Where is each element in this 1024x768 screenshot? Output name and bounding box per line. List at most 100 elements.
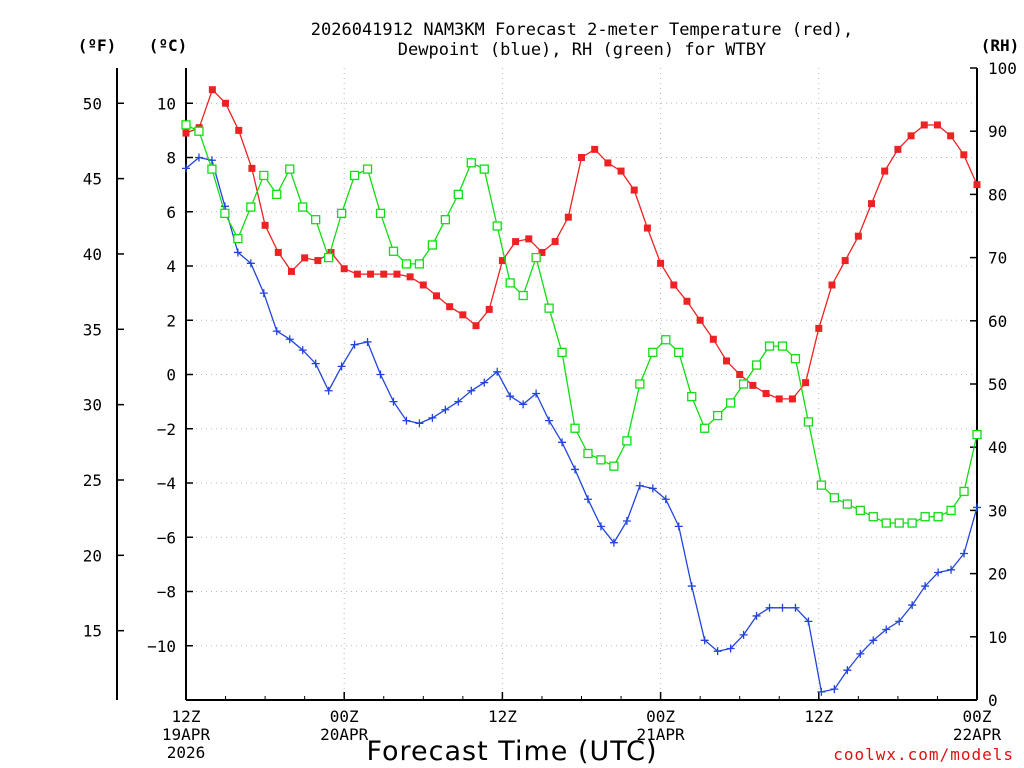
temperature-point <box>696 316 704 324</box>
dewpoint-point <box>960 549 969 558</box>
rh-point <box>544 303 554 313</box>
celsius-unit-label: (ºC) <box>149 36 188 55</box>
fahrenheit-tick-label: 50 <box>83 94 102 113</box>
rh-point <box>713 410 723 421</box>
chart-title-line2: Dewpoint (blue), RH (green) for WTBY <box>398 40 766 60</box>
rh-tick-label: 40 <box>988 438 1007 457</box>
temperature-point <box>960 151 968 159</box>
dewpoint-point <box>298 346 307 355</box>
dewpoint-point <box>713 647 722 656</box>
dewpoint-point <box>947 565 956 574</box>
temperature-point <box>630 186 638 194</box>
rh-point <box>959 486 969 497</box>
rh-point <box>440 215 450 225</box>
rh-point <box>220 208 230 219</box>
temperature-point <box>881 167 889 175</box>
dewpoint-point <box>493 367 502 376</box>
temperature-point <box>828 281 836 289</box>
dewpoint-point <box>571 465 580 474</box>
temperature-point <box>274 248 282 256</box>
rh-line <box>185 124 978 524</box>
rh-point <box>855 505 865 516</box>
dewpoint-point <box>182 164 190 173</box>
rh-point <box>674 347 684 358</box>
temperature-point <box>709 335 717 343</box>
dewpoint-point <box>285 335 294 344</box>
rh-point <box>661 335 671 345</box>
temperature-point <box>367 270 375 278</box>
dewpoint-point <box>622 516 631 525</box>
rh-point <box>246 202 256 212</box>
rh-point <box>557 347 567 358</box>
temperature-point <box>854 232 862 240</box>
rh-point <box>790 354 801 364</box>
temperature-point <box>947 132 955 140</box>
dewpoint-point <box>687 582 696 591</box>
dewpoint-point <box>480 378 489 387</box>
rh-tick-label: 80 <box>988 185 1007 204</box>
rh-point <box>181 120 191 130</box>
rh-point <box>259 170 269 181</box>
dewpoint-point <box>596 522 605 531</box>
temperature-point <box>894 145 902 153</box>
temperature-point <box>327 248 335 256</box>
rh-point <box>648 347 658 358</box>
x-tick-label: 00Z <box>963 707 992 726</box>
dewpoint-line <box>185 156 978 693</box>
rh-point <box>829 493 840 503</box>
x-tick-label: 00Z <box>646 707 675 726</box>
rh-point <box>596 455 606 465</box>
dewpoint-point <box>337 362 346 371</box>
fahrenheit-tick-label: 15 <box>83 622 102 641</box>
temperature-point <box>235 126 243 134</box>
fahrenheit-tick-label: 30 <box>83 396 102 415</box>
temperature-point <box>578 154 585 162</box>
temperature-point <box>657 259 665 267</box>
temperature-point <box>222 99 230 107</box>
celsius-tick-label: 6 <box>166 203 176 222</box>
dewpoint-point <box>363 337 372 346</box>
dewpoint-point <box>856 649 865 658</box>
temperature-point <box>419 281 427 289</box>
temperature-point <box>261 221 269 229</box>
dewpoint-point <box>674 522 683 531</box>
temperature-point <box>446 303 454 311</box>
rh-point <box>803 417 814 427</box>
rh-tick-label: 90 <box>988 122 1007 141</box>
dewpoint-point <box>778 603 787 612</box>
rh-point <box>738 379 749 389</box>
celsius-tick-label: −10 <box>147 637 176 656</box>
rh-unit-label: (RH) <box>981 36 1020 55</box>
dewpoint-point <box>661 495 670 504</box>
rh-point <box>816 480 827 490</box>
dewpoint-point <box>752 611 761 620</box>
dewpoint-point <box>272 327 281 336</box>
temperature-point <box>248 164 256 172</box>
rh-point <box>725 398 736 408</box>
rh-tick-label: 20 <box>988 565 1007 584</box>
x-tick-label: 21APR <box>637 725 686 744</box>
dewpoint-point <box>830 685 839 694</box>
rh-point <box>868 512 878 522</box>
rh-point <box>583 448 593 459</box>
temperature-point <box>683 297 691 305</box>
rh-point <box>946 505 956 516</box>
rh-point <box>505 278 515 288</box>
rh-point <box>751 360 762 370</box>
temperature-point <box>617 167 625 175</box>
celsius-tick-label: −6 <box>157 528 176 547</box>
x-tick-label: 12Z <box>172 707 201 726</box>
dewpoint-point <box>934 568 943 577</box>
dewpoint-point <box>246 259 255 268</box>
temperature-point <box>973 181 981 189</box>
rh-point <box>492 221 502 231</box>
rh-point <box>479 164 489 174</box>
temperature-point <box>208 86 216 94</box>
temperature-point <box>287 267 295 275</box>
credit-text: coolwx.com/models <box>833 745 1014 764</box>
rh-point <box>531 252 541 263</box>
dewpoint-point <box>506 392 515 401</box>
rh-point <box>272 189 282 200</box>
dewpoint-point <box>700 636 709 645</box>
x-tick-label: 19APR <box>162 725 211 744</box>
